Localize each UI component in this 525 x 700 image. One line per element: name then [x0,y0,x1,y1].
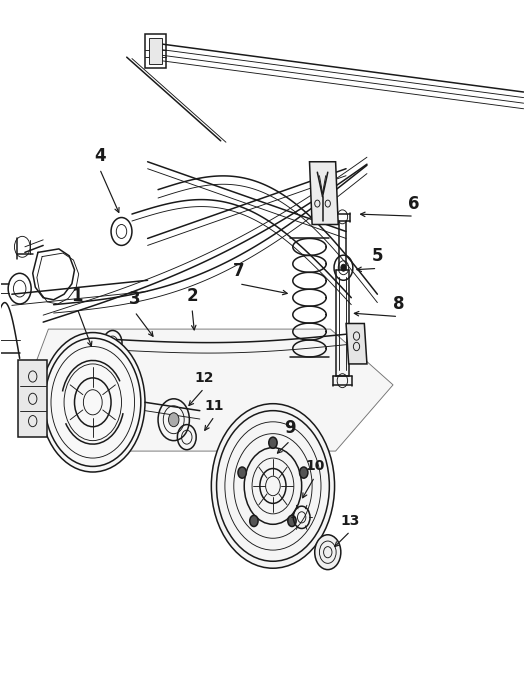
Text: 6: 6 [408,195,419,213]
Circle shape [269,438,277,448]
Text: 1: 1 [71,287,83,304]
Text: 13: 13 [341,514,360,528]
Circle shape [169,413,179,427]
Text: 12: 12 [194,371,214,385]
Circle shape [212,404,334,568]
Text: 10: 10 [305,459,324,473]
Text: 2: 2 [186,287,198,304]
Text: 5: 5 [372,247,383,265]
Circle shape [300,467,308,478]
Polygon shape [310,162,338,225]
Circle shape [40,332,145,472]
Polygon shape [22,329,393,451]
Circle shape [238,467,246,478]
Circle shape [314,535,341,570]
Text: 11: 11 [205,399,224,413]
Text: 4: 4 [94,147,106,165]
Text: 8: 8 [393,295,404,313]
FancyBboxPatch shape [149,38,162,64]
Circle shape [111,340,114,346]
Text: 7: 7 [233,262,245,280]
Text: 3: 3 [129,290,140,308]
Circle shape [250,515,258,526]
Circle shape [341,264,346,271]
Polygon shape [18,360,47,438]
Polygon shape [346,323,367,364]
Text: 9: 9 [285,419,296,438]
Circle shape [288,515,296,526]
